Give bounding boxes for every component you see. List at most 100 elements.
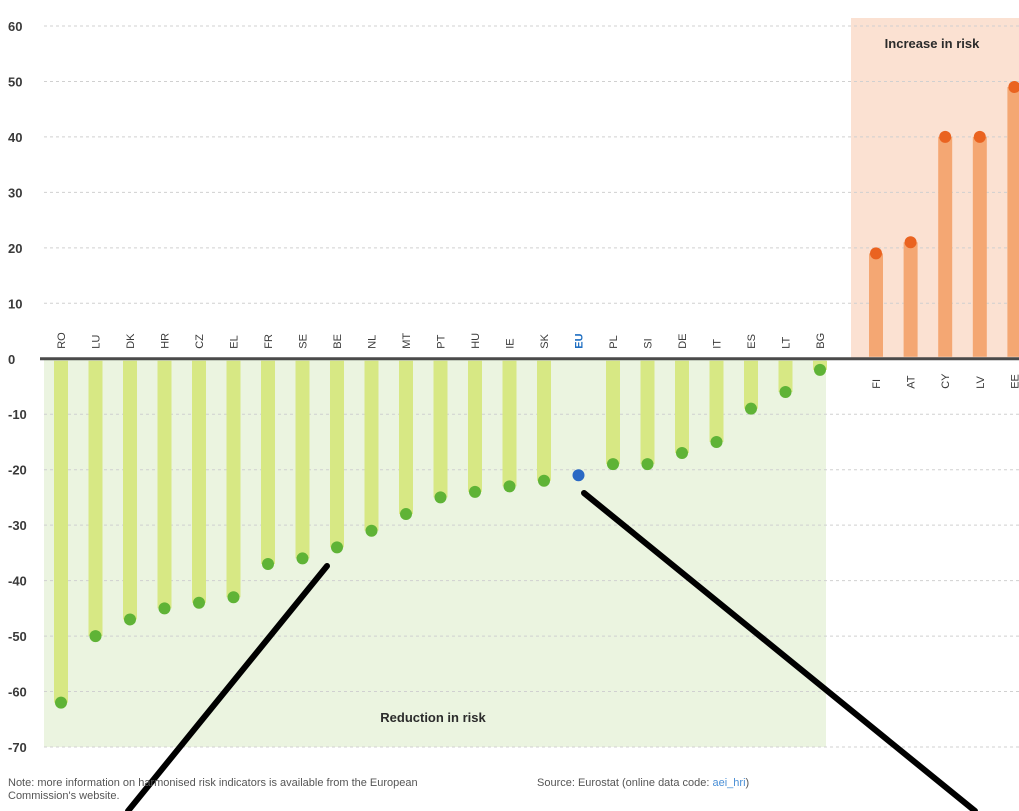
y-tick-label: 60 (8, 19, 22, 34)
y-tick-label: -20 (8, 463, 27, 478)
bar-si (640, 360, 655, 465)
point-ee (1008, 81, 1019, 94)
bar-cy (938, 136, 953, 357)
pointer-line-right (581, 490, 978, 811)
bar-es (744, 360, 758, 409)
bar-lu (88, 360, 103, 637)
bar-pt (433, 360, 448, 498)
x-label-eu: EU (574, 333, 586, 348)
x-label-cy: CY (940, 373, 952, 389)
y-tick-label: 40 (8, 130, 22, 145)
x-label-dk: DK (125, 333, 137, 349)
bar-fi (869, 253, 883, 357)
point-eu (572, 469, 585, 482)
y-tick-label: -30 (8, 518, 27, 533)
bar-de (675, 360, 689, 454)
point-dk (124, 613, 136, 626)
bar-dk (123, 360, 137, 620)
x-label-lt: LT (781, 336, 793, 348)
point-ro (55, 696, 67, 709)
point-it (710, 435, 723, 448)
bar-ro (54, 360, 68, 703)
point-fi (870, 247, 882, 260)
bar-cz (192, 360, 206, 603)
bar-sk (537, 360, 551, 481)
x-label-se: SE (298, 334, 310, 349)
x-label-ee: EE (1009, 374, 1019, 389)
point-lt (779, 386, 792, 399)
x-label-ro: RO (56, 332, 68, 349)
point-cz (193, 596, 205, 609)
bar-lt (778, 360, 793, 393)
x-label-ie: IE (505, 338, 517, 348)
increase-region-label: Increase in risk (885, 36, 980, 51)
bar-mt (399, 360, 413, 515)
point-si (641, 458, 654, 471)
y-tick-label: 0 (8, 352, 15, 367)
pointer-lines (125, 490, 978, 811)
y-tick-label: 50 (8, 74, 22, 89)
point-nl (365, 524, 378, 537)
y-tick-label: -50 (8, 629, 27, 644)
gridlines (44, 25, 1019, 748)
bar-ee (1007, 87, 1019, 357)
x-label-fr: FR (263, 334, 275, 349)
bars (54, 81, 1019, 709)
x-label-pl: PL (608, 335, 620, 348)
point-be (331, 541, 343, 554)
y-tick-label: -40 (8, 574, 27, 589)
bar-ie (502, 360, 517, 487)
point-cy (939, 130, 952, 143)
x-label-it: IT (712, 339, 724, 349)
point-de (676, 447, 688, 460)
point-lv (973, 130, 986, 143)
point-lu (89, 630, 102, 643)
point-mt (400, 508, 412, 521)
x-label-es: ES (746, 334, 758, 349)
x-label-nl: NL (367, 335, 379, 349)
y-axis: 60 50 40 30 20 10 0 -10 -20 -30 -40 -50 -60 -70 (8, 19, 1019, 755)
x-label-fi: FI (871, 379, 883, 389)
x-label-hr: HR (160, 333, 172, 349)
x-label-pt: PT (436, 334, 448, 348)
x-label-lu: LU (91, 335, 103, 349)
point-se (296, 552, 309, 565)
point-es (745, 402, 757, 415)
point-pl (607, 458, 619, 471)
source-prefix: Source: Eurostat (online data code: (537, 777, 713, 789)
bar-se (295, 360, 310, 559)
note-text: Note: more information on harmonised ris… (8, 777, 418, 802)
bar-at (903, 242, 918, 357)
point-ie (503, 480, 516, 493)
y-tick-label: -10 (8, 407, 27, 422)
point-bg (814, 363, 826, 376)
bar-lv (972, 136, 987, 357)
x-label-de: DE (677, 333, 689, 348)
bar-fr (261, 360, 275, 564)
pointer-line-left (125, 563, 330, 811)
x-label-hu: HU (470, 333, 482, 349)
y-tick-label: 20 (8, 241, 22, 256)
point-sk (538, 474, 550, 487)
bar-hr (157, 360, 172, 609)
bar-el (226, 360, 241, 598)
x-label-lv: LV (975, 375, 987, 388)
x-label-mt: MT (401, 333, 413, 349)
y-tick-label: 10 (8, 296, 22, 311)
x-label-cz: CZ (194, 334, 206, 349)
source-code-link[interactable]: aei_hri (712, 777, 746, 789)
point-hu (469, 485, 481, 498)
reduction-region-label: Reduction in risk (380, 710, 486, 725)
x-label-bg: BG (815, 333, 827, 349)
point-at (904, 236, 917, 249)
y-tick-label: -60 (8, 685, 27, 700)
x-label-be: BE (332, 334, 344, 349)
bar-be (330, 360, 344, 548)
y-tick-label: -70 (8, 740, 27, 755)
bar-hu (468, 360, 482, 492)
source-text: Source: Eurostat (online data code: aei_… (537, 777, 749, 790)
bar-it (709, 360, 724, 442)
point-el (227, 591, 240, 604)
source-suffix: ) (745, 777, 750, 789)
